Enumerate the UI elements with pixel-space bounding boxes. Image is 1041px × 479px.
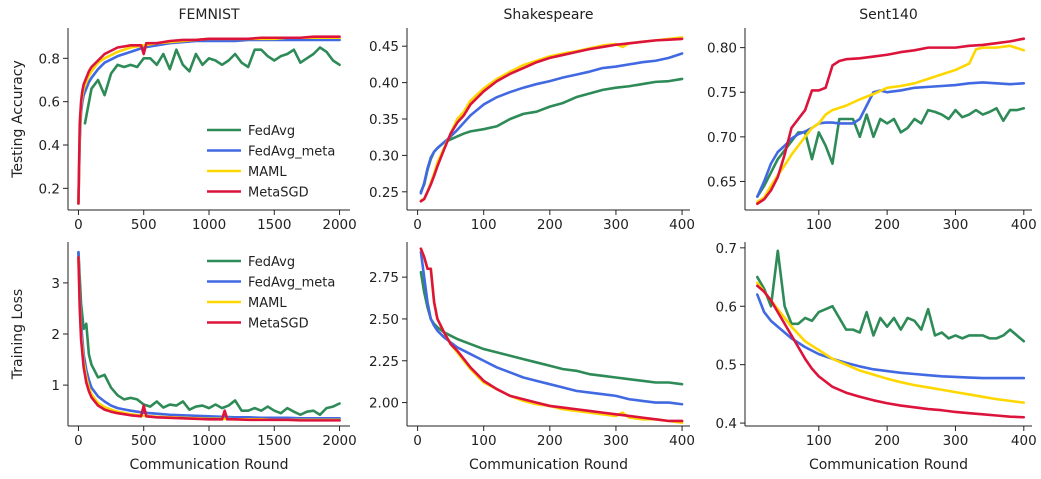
panel-title: Sent140 (859, 7, 918, 23)
x-tick-label: 400 (1011, 217, 1037, 233)
x-tick-label: 100 (471, 433, 497, 449)
x-tick-label: 500 (131, 433, 157, 449)
x-axis-label: Communication Round (809, 457, 968, 473)
y-tick-label: 0.70 (707, 130, 737, 146)
y-tick-label: 2 (51, 327, 60, 343)
x-tick-label: 200 (537, 433, 563, 449)
x-tick-label: 300 (603, 433, 629, 449)
x-axis-label: Communication Round (129, 457, 288, 473)
series-line-maml (755, 281, 1026, 404)
series-line-fedavg-meta (755, 81, 1026, 198)
x-tick-label: 1500 (257, 433, 291, 449)
y-tick-label: 0.6 (39, 95, 60, 111)
x-tick-label: 400 (1011, 433, 1037, 449)
chart-panel-5: 100 200 300 400 0.4 0.5 0.6 0.7 Communication Ro… (716, 241, 1037, 473)
y-tick-label: 1 (51, 378, 60, 394)
x-tick-label: 300 (943, 217, 969, 233)
x-tick-label: 100 (471, 217, 497, 233)
legend-label: FedAvg_meta (248, 276, 335, 291)
y-tick-label: 0.8 (39, 51, 60, 67)
legend-label: MAML (248, 296, 287, 311)
series-line-fedavg-meta (419, 250, 684, 406)
series-line-fedavg-meta (419, 52, 684, 195)
legend-label: MetaSGD (248, 317, 309, 332)
series-line-fedavg-meta (755, 293, 1026, 380)
x-tick-label: 300 (943, 433, 969, 449)
y-tick-label: 0.6 (716, 299, 737, 315)
x-tick-label: 0 (413, 217, 422, 233)
y-tick-label: 0.45 (369, 39, 399, 55)
series-line-metasgd (419, 247, 684, 423)
series-line-fedavg (83, 46, 341, 125)
y-tick-label: 0.75 (707, 85, 737, 101)
x-tick-label: 1500 (257, 217, 291, 233)
series-line-fedavg-meta (77, 250, 341, 420)
y-tick-label: 2.25 (369, 354, 399, 370)
x-tick-label: 2000 (322, 217, 356, 233)
y-tick-label: 0.80 (707, 41, 737, 57)
y-tick-label: 0.30 (369, 148, 399, 164)
x-tick-label: 400 (669, 217, 695, 233)
y-axis-label: Testing Accuracy (10, 60, 26, 179)
series-line-metasgd (419, 37, 684, 203)
series-line-maml (419, 247, 684, 424)
chart-panel-0: 0 500 1000 1500 2000 0.2 0.4 0.6 0.8 FEMNIST Testi… (10, 7, 357, 233)
y-tick-label: 0.2 (39, 181, 60, 197)
x-tick-label: 0 (74, 433, 83, 449)
y-tick-label: 0.35 (369, 112, 399, 128)
y-tick-label: 0.4 (716, 416, 737, 432)
y-tick-label: 2.50 (369, 312, 399, 328)
x-tick-label: 1000 (192, 217, 226, 233)
series-line-metasgd (755, 284, 1026, 419)
series-line-fedavg (77, 250, 341, 417)
x-tick-label: 400 (669, 433, 695, 449)
legend-label: MetaSGD (248, 186, 309, 201)
series-line-fedavg-meta (77, 38, 341, 205)
x-tick-label: 0 (74, 217, 83, 233)
legend-label: FedAvg (248, 124, 295, 139)
legend: FedAvg FedAvg_meta MAML MetaSGD (207, 124, 335, 201)
y-tick-label: 2.00 (369, 396, 399, 412)
x-tick-label: 100 (806, 433, 832, 449)
x-tick-label: 0 (413, 433, 422, 449)
x-tick-label: 200 (874, 433, 900, 449)
y-tick-label: 0.40 (369, 76, 399, 92)
panel-title: FEMNIST (178, 7, 239, 23)
chart-panel-3: 0 500 1000 1500 2000 1 2 3 Communication Round Tr… (10, 242, 357, 473)
x-axis-label: Communication Round (469, 457, 628, 473)
legend-label: FedAvg_meta (248, 145, 335, 160)
y-tick-label: 3 (51, 276, 60, 292)
legend: FedAvg FedAvg_meta MAML MetaSGD (207, 255, 335, 332)
series-line-metasgd (77, 35, 341, 205)
x-tick-label: 200 (537, 217, 563, 233)
chart-panel-1: 0 100 200 300 400 0.25 0.30 0.35 0.40 0.45 Shakesp… (369, 7, 695, 233)
panel-title: Shakespeare (504, 7, 594, 23)
chart-panel-4: 0 100 200 300 400 2.00 2.25 2.50 2.75 Communicati… (369, 242, 695, 473)
x-tick-label: 200 (874, 217, 900, 233)
series-line-fedavg (419, 77, 684, 194)
x-tick-label: 500 (131, 217, 157, 233)
x-tick-label: 100 (806, 217, 832, 233)
series-line-metasgd (755, 37, 1026, 206)
y-tick-label: 0.4 (39, 138, 60, 154)
series-line-maml (755, 44, 1026, 204)
series-line-metasgd (77, 256, 341, 422)
y-tick-label: 0.25 (369, 185, 399, 201)
chart-panel-2: 100 200 300 400 0.65 0.70 0.75 0.80 Sent140 (707, 7, 1037, 233)
series-line-fedavg (419, 270, 684, 386)
x-tick-label: 300 (603, 217, 629, 233)
x-tick-label: 2000 (322, 433, 356, 449)
series-line-fedavg (755, 249, 1026, 343)
x-tick-label: 1000 (192, 433, 226, 449)
y-tick-label: 0.5 (716, 358, 737, 374)
legend-label: FedAvg (248, 255, 295, 270)
y-axis-label: Training Loss (10, 289, 26, 380)
y-tick-label: 0.7 (716, 241, 737, 257)
legend-label: MAML (248, 165, 287, 180)
y-tick-label: 0.65 (707, 174, 737, 190)
y-tick-label: 2.75 (369, 270, 399, 286)
